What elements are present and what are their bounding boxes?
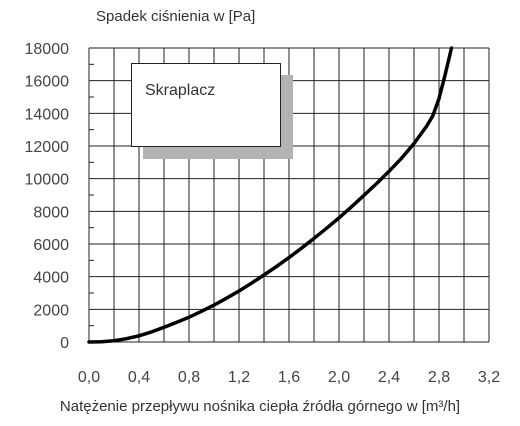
x-tick-label: 3,2 bbox=[478, 369, 500, 386]
y-tick-label: 6000 bbox=[33, 237, 69, 254]
x-tick-label: 0,0 bbox=[78, 369, 100, 386]
y-tick-label: 4000 bbox=[33, 270, 69, 287]
x-tick-label: 2,8 bbox=[428, 369, 450, 386]
legend-label-skraplacz: Skraplacz bbox=[145, 82, 216, 99]
x-axis-title: Natężenie przepływu nośnika ciepła źródł… bbox=[59, 398, 461, 415]
y-tick-label: 16000 bbox=[25, 74, 70, 91]
x-tick-label: 2,0 bbox=[328, 369, 350, 386]
y-axis-title: Spadek ciśnienia w [Pa] bbox=[96, 8, 256, 25]
x-tick-label: 2,4 bbox=[378, 369, 400, 386]
y-tick-label: 2000 bbox=[33, 302, 69, 319]
legend: Skraplacz bbox=[131, 63, 281, 147]
grid bbox=[88, 47, 490, 343]
x-tick-labels: 0,0 0,4 0,8 1,2 1,6 2,0 2,4 2,8 3,2 bbox=[78, 369, 500, 386]
series-layer bbox=[87, 46, 454, 344]
y-tick-label: 18000 bbox=[25, 41, 70, 58]
x-tick-label: 0,4 bbox=[128, 369, 150, 386]
x-tick-label: 1,6 bbox=[278, 369, 300, 386]
y-tick-label: 10000 bbox=[25, 172, 70, 189]
y-tick-label: 14000 bbox=[25, 106, 70, 123]
y-tick-label: 0 bbox=[60, 335, 69, 352]
y-tick-label: 8000 bbox=[33, 204, 69, 221]
y-tick-label: 12000 bbox=[25, 139, 70, 156]
y-tick-labels: 0 2000 4000 6000 8000 10000 12000 14000 16000 180… bbox=[25, 41, 70, 352]
x-tick-label: 1,2 bbox=[228, 369, 250, 386]
series-line-0 bbox=[87, 46, 454, 344]
x-tick-label: 0,8 bbox=[178, 369, 200, 386]
